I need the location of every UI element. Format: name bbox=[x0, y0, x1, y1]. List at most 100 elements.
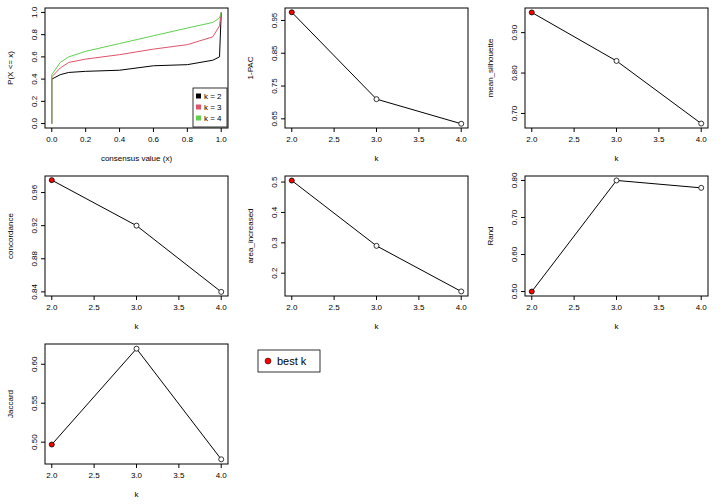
x-axis-label: k bbox=[135, 490, 140, 499]
y-tick bbox=[521, 113, 525, 114]
x-tick-label: 4.0 bbox=[216, 471, 228, 480]
y-tick-label: 0.70 bbox=[510, 105, 519, 121]
point bbox=[529, 10, 534, 15]
x-tick-label: 3.0 bbox=[371, 303, 383, 312]
x-tick-label: 2.0 bbox=[46, 303, 58, 312]
point bbox=[529, 289, 534, 294]
data-layer bbox=[49, 178, 223, 295]
point bbox=[614, 178, 619, 183]
x-tick-label: 2.0 bbox=[286, 303, 298, 312]
y-tick-label: 0.50 bbox=[30, 434, 39, 450]
legend-label: k = 2 bbox=[204, 92, 222, 101]
legend-swatch bbox=[196, 105, 201, 110]
legend-label: k = 3 bbox=[204, 103, 222, 112]
x-tick-label: 3.5 bbox=[413, 303, 425, 312]
data-layer bbox=[289, 10, 463, 126]
point bbox=[134, 346, 139, 351]
panel: 0.00.20.40.60.81.00.00.20.40.60.81.0cons… bbox=[6, 6, 228, 163]
point bbox=[289, 178, 294, 183]
y-axis-label: Rand bbox=[486, 226, 495, 245]
x-tick bbox=[221, 296, 222, 300]
best-k-legend: best k bbox=[258, 350, 320, 372]
y-tick bbox=[521, 32, 525, 33]
x-tick-label: 3.0 bbox=[611, 303, 623, 312]
legend-swatch bbox=[196, 116, 201, 121]
x-tick bbox=[119, 128, 120, 132]
x-tick bbox=[616, 128, 617, 132]
point bbox=[219, 457, 224, 462]
x-tick-label: 2.5 bbox=[569, 135, 581, 144]
plot-frame bbox=[45, 8, 228, 128]
y-tick bbox=[41, 442, 45, 443]
y-tick bbox=[281, 242, 285, 243]
legend-swatch bbox=[265, 358, 271, 364]
y-axis-label: area_increased bbox=[246, 208, 255, 263]
y-tick-label: 0.50 bbox=[510, 283, 519, 299]
y-tick bbox=[41, 258, 45, 259]
y-tick bbox=[281, 20, 285, 21]
y-tick-label: 0.96 bbox=[30, 184, 39, 200]
plot-frame bbox=[285, 8, 468, 128]
x-tick-label: 0.0 bbox=[46, 135, 58, 144]
y-tick bbox=[41, 56, 45, 57]
x-tick bbox=[51, 296, 52, 300]
data-layer bbox=[49, 346, 223, 462]
plot-frame bbox=[525, 176, 708, 296]
x-tick-label: 2.5 bbox=[89, 471, 101, 480]
point bbox=[134, 223, 139, 228]
x-tick-label: 2.5 bbox=[329, 303, 341, 312]
y-tick bbox=[521, 291, 525, 292]
y-tick bbox=[41, 34, 45, 35]
x-tick-label: 2.0 bbox=[526, 303, 538, 312]
plot-frame bbox=[285, 176, 468, 296]
point bbox=[459, 121, 464, 126]
data-layer bbox=[289, 178, 463, 294]
y-axis-label: P(X <= x) bbox=[6, 51, 15, 85]
y-tick-label: 0.90 bbox=[510, 24, 519, 40]
x-tick-label: 4.0 bbox=[696, 303, 708, 312]
panel: 2.02.53.03.54.00.20.30.40.5karea_increas… bbox=[246, 176, 468, 331]
x-tick bbox=[221, 128, 222, 132]
x-tick-label: 3.5 bbox=[413, 135, 425, 144]
x-tick bbox=[85, 128, 86, 132]
point bbox=[374, 97, 379, 102]
series-line bbox=[52, 180, 221, 292]
y-tick bbox=[41, 79, 45, 80]
x-tick-label: 3.0 bbox=[131, 471, 143, 480]
y-tick-label: 0.2 bbox=[270, 267, 279, 279]
point bbox=[219, 289, 224, 294]
y-tick bbox=[521, 73, 525, 74]
point bbox=[49, 442, 54, 447]
x-tick-label: 4.0 bbox=[696, 135, 708, 144]
x-tick bbox=[461, 128, 462, 132]
x-tick bbox=[136, 296, 137, 300]
x-tick bbox=[153, 128, 154, 132]
point bbox=[614, 58, 619, 63]
data-layer bbox=[529, 178, 703, 294]
legend-box bbox=[193, 88, 227, 127]
panel: 2.02.53.03.54.00.840.880.920.96kconcorda… bbox=[6, 176, 228, 331]
y-tick-label: 0.92 bbox=[30, 217, 39, 233]
y-tick bbox=[41, 291, 45, 292]
series-line bbox=[532, 180, 701, 291]
plot-frame bbox=[45, 176, 228, 296]
legend-swatch bbox=[196, 94, 201, 99]
x-tick bbox=[94, 296, 95, 300]
x-tick bbox=[178, 464, 179, 468]
x-tick bbox=[658, 296, 659, 300]
x-axis-label: k bbox=[375, 154, 380, 163]
point bbox=[289, 10, 294, 15]
legend-label: k = 4 bbox=[204, 114, 222, 123]
x-tick bbox=[574, 296, 575, 300]
y-tick-label: 0.60 bbox=[510, 246, 519, 262]
x-tick-label: 4.0 bbox=[456, 303, 468, 312]
point bbox=[374, 243, 379, 248]
y-tick-label: 0.6 bbox=[30, 51, 39, 63]
x-tick-label: 3.0 bbox=[131, 303, 143, 312]
y-tick-label: 0.70 bbox=[510, 209, 519, 225]
y-axis-label: concordance bbox=[6, 213, 15, 259]
x-tick-label: 3.0 bbox=[611, 135, 623, 144]
series-line bbox=[52, 349, 221, 460]
point bbox=[699, 121, 704, 126]
panel: 2.02.53.03.54.00.500.550.60kJaccard bbox=[6, 344, 228, 499]
